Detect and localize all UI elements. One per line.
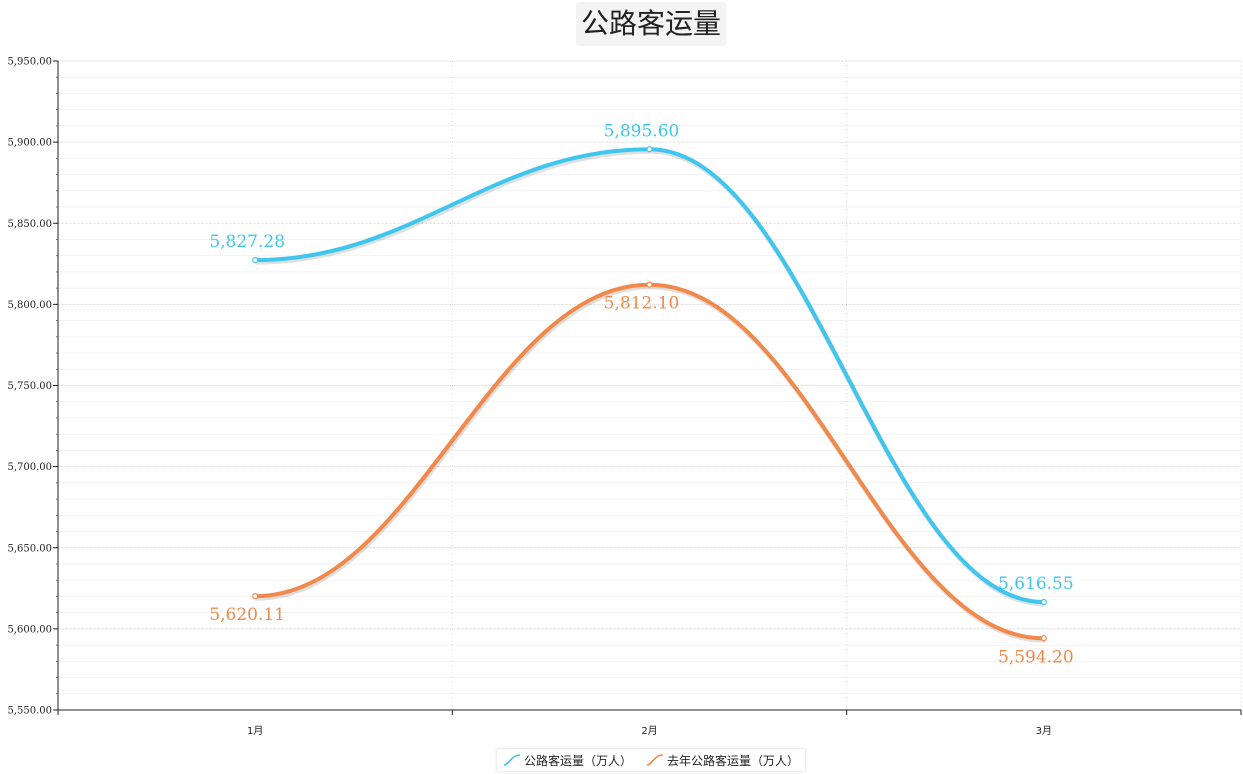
legend-label-current: 公路客运量（万人） — [524, 753, 633, 768]
y-tick-label: 5,800.00 — [7, 300, 52, 311]
legend-item-current[interactable]: 公路客运量（万人） — [503, 752, 632, 769]
y-tick-label: 5,850.00 — [7, 219, 52, 230]
y-tick-label: 5,550.00 — [7, 706, 52, 717]
y-tick-label: 5,950.00 — [7, 57, 52, 68]
data-point — [1040, 598, 1047, 606]
y-tick-label: 5,600.00 — [7, 624, 52, 635]
data-label: 5,812.10 — [604, 294, 680, 314]
y-tick-label: 5,750.00 — [7, 381, 52, 392]
legend-label-last-year: 去年公路客运量（万人） — [667, 753, 800, 768]
data-point — [646, 281, 653, 288]
data-label: 5,895.60 — [604, 121, 680, 141]
x-tick-label: 3月 — [1036, 725, 1052, 737]
legend: 公路客运量（万人） 去年公路客运量（万人） — [497, 749, 806, 771]
chart-title: 公路客运量 — [576, 2, 726, 46]
data-label: 5,594.20 — [998, 647, 1074, 667]
grid-layer — [58, 60, 1242, 711]
data-point — [252, 593, 259, 600]
line-swatch-icon — [503, 754, 521, 766]
series-line-last-year — [253, 282, 1046, 641]
series-layer — [252, 146, 1047, 643]
x-tick-label: 2月 — [641, 725, 657, 737]
line-swatch-icon — [646, 754, 664, 766]
series-line-current — [253, 147, 1046, 605]
data-label: 5,827.28 — [209, 232, 285, 252]
y-tick-label: 5,900.00 — [7, 138, 52, 149]
data-point — [1040, 635, 1047, 642]
axis-layer: 5,550.00 5,600.00 5,650.00 5,700.00 5,750.00… — [7, 57, 1242, 737]
series-line-shadow — [256, 284, 1045, 643]
data-label: 5,616.55 — [998, 574, 1074, 594]
x-tick-label: 1月 — [247, 725, 263, 737]
data-label-layer: 5,827.28 5,895.60 5,616.55 5,620.11 5,812.10… — [209, 121, 1073, 667]
data-label: 5,620.11 — [209, 605, 285, 625]
y-tick-label: 5,700.00 — [7, 462, 52, 473]
data-point — [252, 257, 259, 264]
data-point — [646, 146, 653, 153]
legend-item-last-year[interactable]: 去年公路客运量（万人） — [646, 752, 799, 769]
y-tick-label: 5,650.00 — [7, 543, 52, 554]
